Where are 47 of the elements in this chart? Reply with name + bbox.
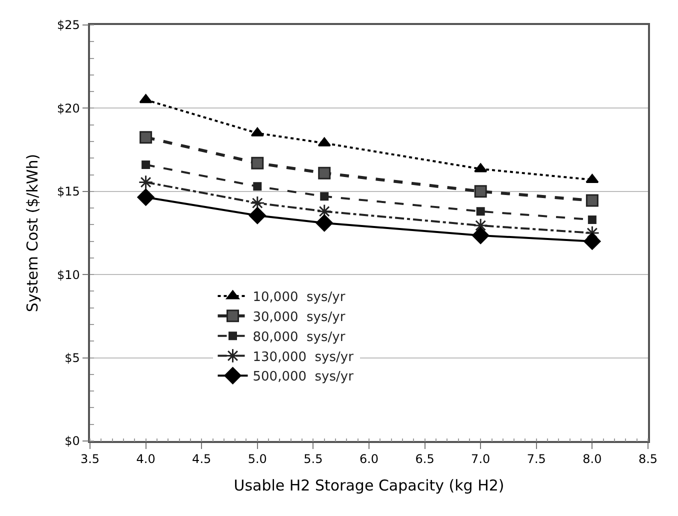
legend-label: 10,000 sys/yr xyxy=(252,290,346,306)
legend-label: 80,000 sys/yr xyxy=(252,330,346,345)
y-tick-label: $15 xyxy=(56,184,80,199)
point xyxy=(251,156,264,170)
legend-label: 30,000 sys/yr xyxy=(252,310,346,325)
x-tick-label: 4.5 xyxy=(192,452,212,466)
point xyxy=(142,160,150,170)
y-tick-label: $25 xyxy=(56,18,80,32)
point xyxy=(316,214,333,232)
point xyxy=(318,166,331,180)
point xyxy=(474,185,487,198)
point xyxy=(140,131,152,144)
x-axis-title: Usable H2 Storage Capacity (kg H2) xyxy=(234,476,504,495)
point xyxy=(474,163,488,172)
point xyxy=(137,188,154,206)
point xyxy=(476,207,485,216)
x-tick-label: 3.5 xyxy=(80,452,100,466)
x-tick-label: 7.0 xyxy=(471,452,490,466)
x-tick-label: 7.5 xyxy=(526,452,546,466)
x-tick-label: 8.0 xyxy=(582,452,602,466)
y-tick-label: $20 xyxy=(56,101,80,116)
x-tick-label: 8.5 xyxy=(638,452,658,466)
legend-label: 500,000 sys/yr xyxy=(252,370,354,385)
point xyxy=(248,206,266,224)
point xyxy=(584,232,601,250)
point xyxy=(253,182,262,191)
point xyxy=(472,226,490,244)
y-tick-label: $10 xyxy=(56,268,80,282)
x-tick-label: 5.0 xyxy=(248,452,267,466)
point xyxy=(473,218,488,233)
x-tick-label: 6.0 xyxy=(359,452,379,466)
point xyxy=(320,192,329,201)
point xyxy=(588,215,596,224)
x-tick-label: 4.0 xyxy=(136,452,156,466)
x-tick-label: 5.5 xyxy=(304,452,323,466)
point xyxy=(586,194,598,207)
y-tick-label: $5 xyxy=(64,351,80,365)
point xyxy=(318,137,331,146)
x-tick-label: 6.5 xyxy=(415,452,434,466)
point xyxy=(139,94,152,104)
y-axis-title: System Cost ($/kWh) xyxy=(24,154,42,312)
point xyxy=(317,204,332,219)
legend-label: 130,000 sys/yr xyxy=(252,350,354,365)
y-tick-label: $0 xyxy=(64,434,80,448)
point xyxy=(250,196,265,210)
point xyxy=(250,127,264,136)
point xyxy=(138,174,154,190)
